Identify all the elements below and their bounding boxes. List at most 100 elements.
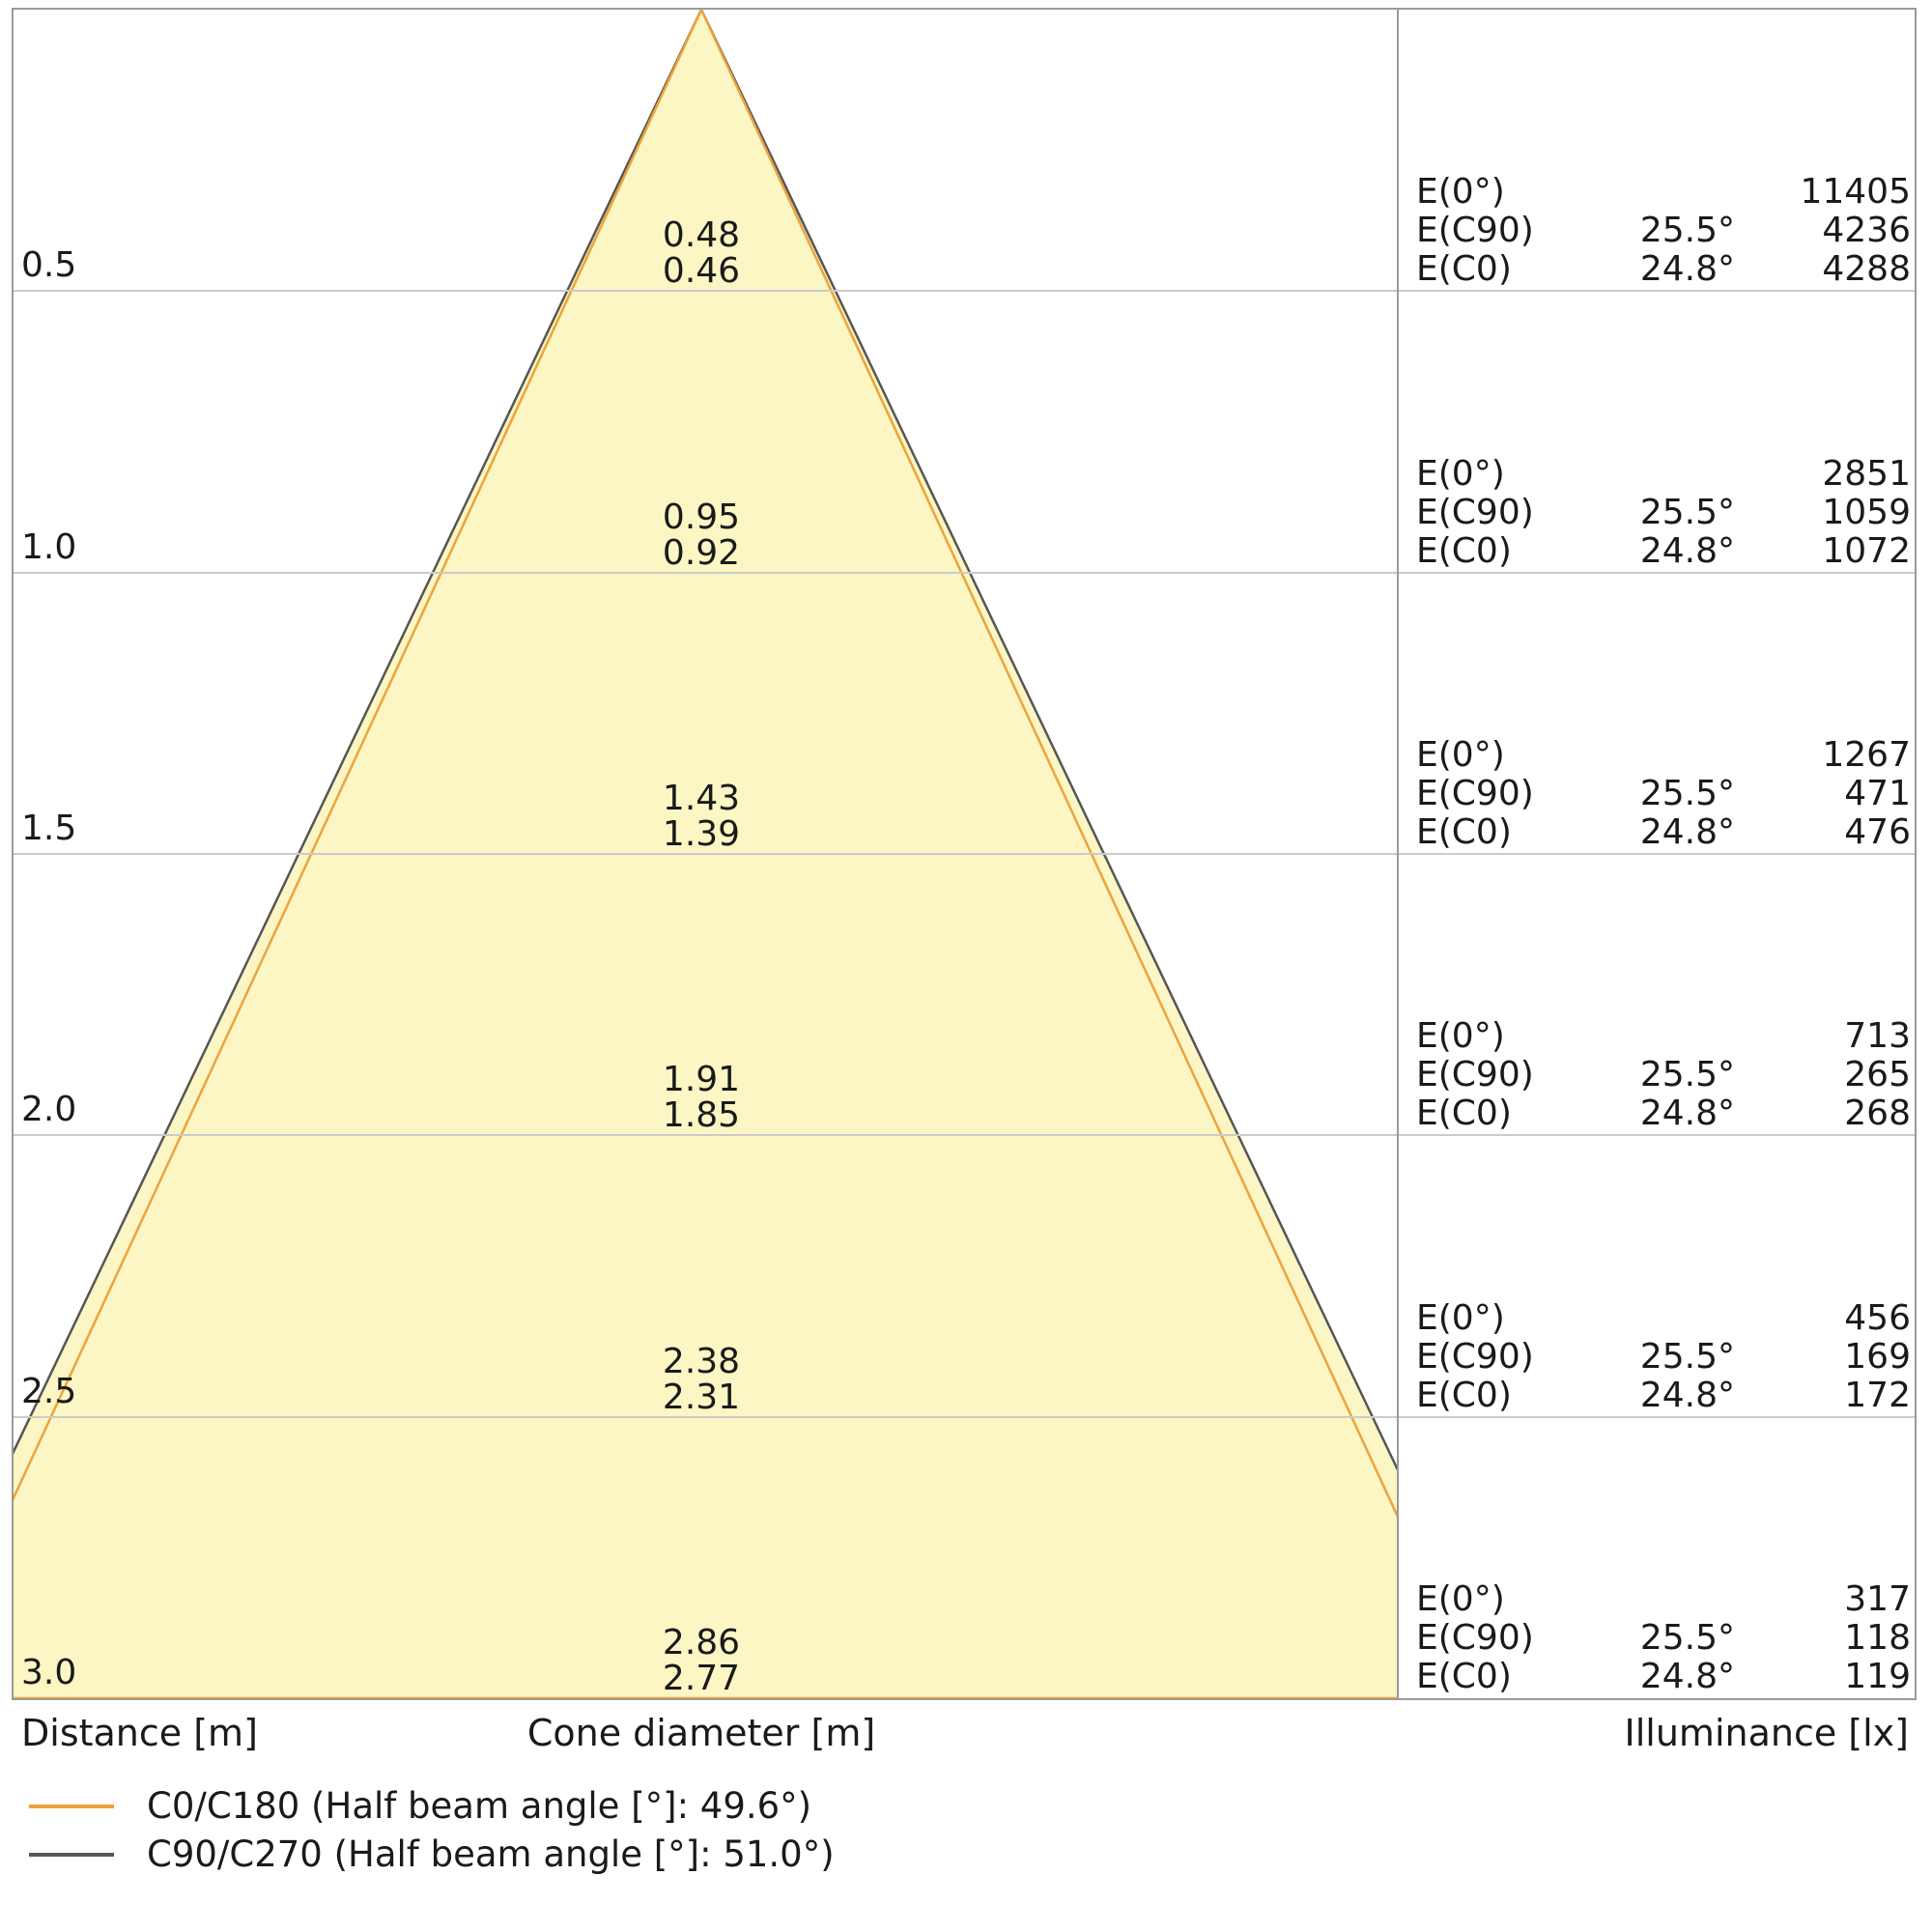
- legend-label-c90-c270: C90/C270 (Half beam angle [°]: 51.0°): [147, 1833, 835, 1875]
- cone-diameter-labels: 1.43 1.39: [663, 781, 740, 852]
- ec0-value: 119: [1844, 1657, 1911, 1696]
- gridline-1-0m: [14, 572, 1915, 574]
- cone-diameter-c90: 0.95: [662, 497, 741, 537]
- e0-label: E(0°): [1416, 1298, 1505, 1338]
- cone-diameter-labels: 2.86 2.77: [663, 1625, 740, 1696]
- illuminance-row: E(0°) 456 E(C90) 25.5° 169 E(C0) 24.8° 1…: [1416, 1299, 1911, 1415]
- distance-label: 1.5: [21, 809, 77, 848]
- ec0-label: E(C0): [1416, 249, 1512, 289]
- e0-label: E(0°): [1416, 172, 1505, 212]
- gridline-2-0m: [14, 1134, 1915, 1136]
- ec0-value: 4288: [1822, 249, 1911, 289]
- ec90-value: 169: [1844, 1337, 1911, 1377]
- chart-area: 0.5 1.0 1.5 2.0 2.5 3.0 0.48 0.46 0.95 0…: [12, 8, 1917, 1700]
- ec90-value: 118: [1844, 1618, 1911, 1658]
- e0-label: E(0°): [1416, 1579, 1505, 1619]
- ec0-angle: 24.8°: [1639, 1094, 1735, 1133]
- cone-diameter-c0: 1.39: [662, 814, 741, 854]
- ec0-value: 268: [1844, 1094, 1911, 1133]
- cone-diameter-c0: 0.46: [662, 251, 741, 291]
- distance-label: 3.0: [21, 1653, 77, 1692]
- distance-axis-label: Distance [m]: [21, 1712, 258, 1754]
- e0-angle: [1595, 1017, 1735, 1056]
- cone-diameter-labels: 1.91 1.85: [663, 1062, 740, 1133]
- cone-diameter-labels: 2.38 2.31: [663, 1344, 740, 1415]
- legend: C0/C180 (Half beam angle [°]: 49.6°) C90…: [29, 1782, 835, 1879]
- e0-value: 1267: [1822, 735, 1911, 775]
- gridline-2-5m: [14, 1416, 1915, 1418]
- cone-diameter-c0: 0.92: [662, 533, 741, 573]
- ec0-label: E(C0): [1416, 531, 1512, 571]
- distance-label: 0.5: [21, 245, 77, 285]
- ec90-label: E(C90): [1416, 493, 1534, 532]
- ec0-value: 172: [1844, 1376, 1911, 1415]
- ec0-angle: 24.8°: [1639, 249, 1735, 289]
- ec90-value: 265: [1844, 1055, 1911, 1094]
- gridline-0-5m: [14, 290, 1915, 292]
- ec90-label: E(C90): [1416, 1337, 1534, 1377]
- c0-c180-line-swatch: [29, 1804, 114, 1808]
- ec90-label: E(C90): [1416, 211, 1534, 250]
- ec0-value: 1072: [1822, 531, 1911, 571]
- ec90-label: E(C90): [1416, 774, 1534, 813]
- ec0-value: 476: [1844, 812, 1911, 852]
- cone-diameter-c0: 1.85: [662, 1095, 741, 1135]
- e0-value: 11405: [1800, 172, 1911, 212]
- axis-labels: Distance [m] Cone diameter [m] Illuminan…: [12, 1712, 1917, 1762]
- distance-label: 1.0: [21, 527, 77, 567]
- illuminance-row: E(0°) 11405 E(C90) 25.5° 4236 E(C0) 24.8…: [1416, 173, 1911, 289]
- ec0-angle: 24.8°: [1639, 812, 1735, 852]
- illuminance-axis-label: Illuminance [lx]: [1624, 1712, 1909, 1754]
- cone-diameter-c90: 0.48: [662, 215, 741, 255]
- ec0-angle: 24.8°: [1639, 1376, 1735, 1415]
- e0-value: 713: [1844, 1016, 1911, 1056]
- cone-diameter-c0: 2.77: [662, 1659, 741, 1698]
- e0-angle: [1595, 455, 1735, 494]
- e0-label: E(0°): [1416, 735, 1505, 775]
- cone-diameter-axis-label: Cone diameter [m]: [526, 1712, 876, 1754]
- legend-item-c90-c270: C90/C270 (Half beam angle [°]: 51.0°): [29, 1831, 835, 1879]
- cone-diameter-labels: 0.95 0.92: [663, 499, 740, 571]
- distance-label: 2.0: [21, 1090, 77, 1129]
- illuminance-row: E(0°) 317 E(C90) 25.5° 118 E(C0) 24.8° 1…: [1416, 1580, 1911, 1696]
- panel-divider: [1397, 10, 1399, 1698]
- illuminance-row: E(0°) 2851 E(C90) 25.5° 1059 E(C0) 24.8°…: [1416, 455, 1911, 571]
- cone-diameter-labels: 0.48 0.46: [663, 217, 740, 289]
- ec0-label: E(C0): [1416, 1094, 1512, 1133]
- cone-diameter-c0: 2.31: [662, 1378, 741, 1417]
- ec90-angle: 25.5°: [1639, 1337, 1735, 1377]
- e0-value: 317: [1844, 1579, 1911, 1619]
- ec0-label: E(C0): [1416, 1376, 1512, 1415]
- ec90-angle: 25.5°: [1639, 493, 1735, 532]
- cone-diameter-c90: 1.43: [662, 779, 741, 818]
- ec0-label: E(C0): [1416, 1657, 1512, 1696]
- ec0-angle: 24.8°: [1639, 531, 1735, 571]
- e0-angle: [1595, 736, 1735, 775]
- cone-diameter-c90: 2.86: [662, 1623, 741, 1662]
- e0-label: E(0°): [1416, 454, 1505, 494]
- ec90-angle: 25.5°: [1639, 774, 1735, 813]
- legend-label-c0-c180: C0/C180 (Half beam angle [°]: 49.6°): [147, 1785, 812, 1827]
- legend-item-c0-c180: C0/C180 (Half beam angle [°]: 49.6°): [29, 1782, 835, 1831]
- e0-value: 456: [1844, 1298, 1911, 1338]
- ec90-value: 471: [1844, 774, 1911, 813]
- ec90-angle: 25.5°: [1639, 1618, 1735, 1658]
- ec0-label: E(C0): [1416, 812, 1512, 852]
- illuminance-row: E(0°) 1267 E(C90) 25.5° 471 E(C0) 24.8° …: [1416, 736, 1911, 852]
- e0-value: 2851: [1822, 454, 1911, 494]
- distance-label: 2.5: [21, 1372, 77, 1411]
- ec90-value: 4236: [1822, 211, 1911, 250]
- ec90-value: 1059: [1822, 493, 1911, 532]
- e0-angle: [1595, 173, 1735, 212]
- illuminance-row: E(0°) 713 E(C90) 25.5° 265 E(C0) 24.8° 2…: [1416, 1017, 1911, 1133]
- ec90-angle: 25.5°: [1639, 211, 1735, 250]
- e0-angle: [1595, 1299, 1735, 1338]
- e0-label: E(0°): [1416, 1016, 1505, 1056]
- cone-diameter-c90: 1.91: [662, 1060, 741, 1099]
- gridline-1-5m: [14, 853, 1915, 855]
- ec0-angle: 24.8°: [1639, 1657, 1735, 1696]
- ec90-label: E(C90): [1416, 1618, 1534, 1658]
- e0-angle: [1595, 1580, 1735, 1619]
- ec90-angle: 25.5°: [1639, 1055, 1735, 1094]
